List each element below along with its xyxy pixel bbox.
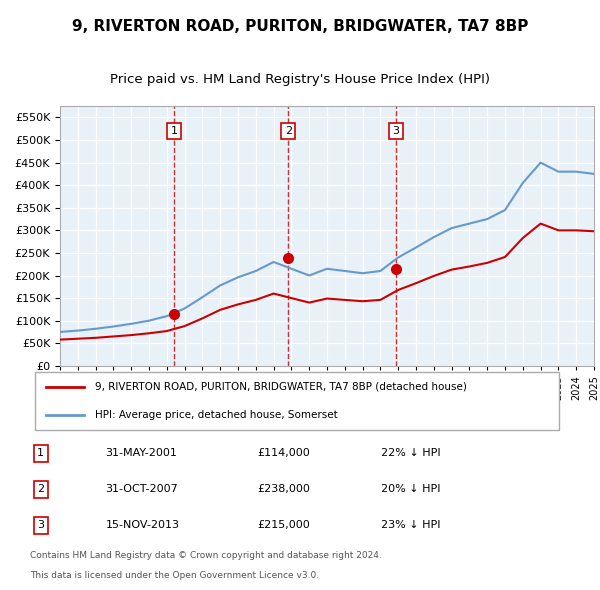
Text: £114,000: £114,000 bbox=[257, 448, 310, 458]
Text: 3: 3 bbox=[392, 126, 400, 136]
Text: 9, RIVERTON ROAD, PURITON, BRIDGWATER, TA7 8BP (detached house): 9, RIVERTON ROAD, PURITON, BRIDGWATER, T… bbox=[95, 382, 467, 392]
Text: 23% ↓ HPI: 23% ↓ HPI bbox=[381, 520, 440, 530]
Text: 9, RIVERTON ROAD, PURITON, BRIDGWATER, TA7 8BP: 9, RIVERTON ROAD, PURITON, BRIDGWATER, T… bbox=[72, 19, 528, 34]
Text: £215,000: £215,000 bbox=[257, 520, 310, 530]
Text: Contains HM Land Registry data © Crown copyright and database right 2024.: Contains HM Land Registry data © Crown c… bbox=[30, 550, 382, 560]
Text: 2: 2 bbox=[37, 484, 44, 494]
Text: 22% ↓ HPI: 22% ↓ HPI bbox=[381, 448, 440, 458]
Text: 31-MAY-2001: 31-MAY-2001 bbox=[106, 448, 178, 458]
Text: HPI: Average price, detached house, Somerset: HPI: Average price, detached house, Some… bbox=[95, 411, 338, 421]
Text: 1: 1 bbox=[37, 448, 44, 458]
FancyBboxPatch shape bbox=[35, 372, 559, 431]
Text: 31-OCT-2007: 31-OCT-2007 bbox=[106, 484, 178, 494]
Text: 3: 3 bbox=[37, 520, 44, 530]
Text: This data is licensed under the Open Government Licence v3.0.: This data is licensed under the Open Gov… bbox=[30, 571, 319, 581]
Text: Price paid vs. HM Land Registry's House Price Index (HPI): Price paid vs. HM Land Registry's House … bbox=[110, 73, 490, 86]
FancyBboxPatch shape bbox=[30, 434, 570, 543]
Text: £238,000: £238,000 bbox=[257, 484, 310, 494]
Text: 1: 1 bbox=[171, 126, 178, 136]
Text: 20% ↓ HPI: 20% ↓ HPI bbox=[381, 484, 440, 494]
Text: 2: 2 bbox=[285, 126, 292, 136]
Text: 15-NOV-2013: 15-NOV-2013 bbox=[106, 520, 179, 530]
